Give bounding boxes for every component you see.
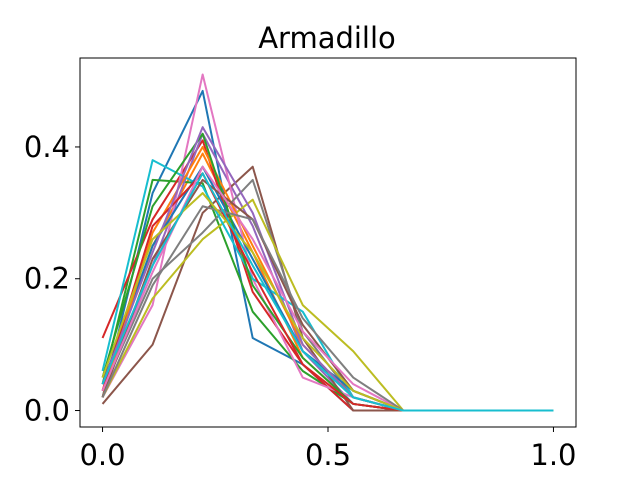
series-line-1 — [101, 89, 554, 412]
x-tick-label: 1.0 — [530, 438, 576, 472]
series-layer — [101, 73, 554, 412]
y-axis: 0.0 0.2 0.4 — [24, 130, 80, 428]
chart-title: Armadillo — [258, 21, 396, 55]
y-tick-label: 0.4 — [24, 130, 70, 164]
series-line-5 — [101, 132, 554, 412]
series-line-7 — [101, 73, 554, 412]
x-tick-label: 0.0 — [79, 438, 125, 472]
x-tick-label: 0.5 — [305, 438, 351, 472]
y-tick-label: 0.2 — [24, 262, 70, 296]
series-line-13 — [101, 132, 554, 412]
x-axis: 0.0 0.5 1.0 — [79, 427, 577, 472]
y-tick-label: 0.0 — [24, 394, 70, 428]
series-line-20 — [101, 172, 554, 412]
